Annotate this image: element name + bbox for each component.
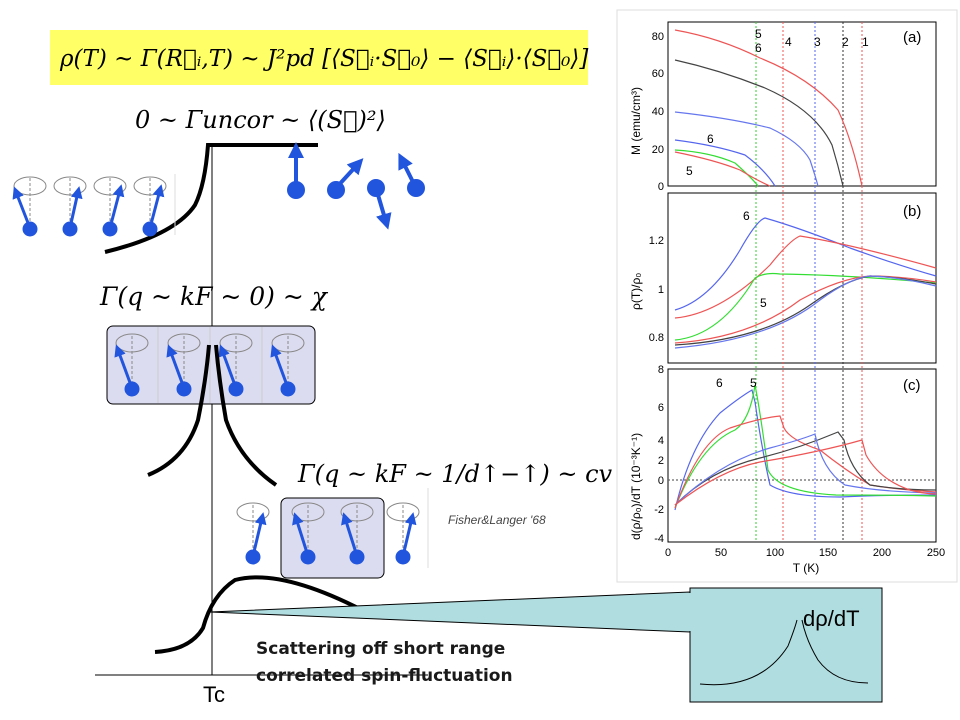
svg-text:5: 5 [755,27,762,41]
svg-text:1: 1 [658,284,664,296]
svg-text:2: 2 [842,35,849,49]
svg-text:5: 5 [686,164,693,178]
panel-a-curves [674,29,863,187]
uncorrelated-formula: 0 ~ Γuncor ~ ⟨(S⃗)²⟩ [135,106,386,134]
panel-c-curve-labels: 6 5 [716,376,757,390]
main-formula-box [50,30,588,85]
random-spins [287,142,425,230]
scattering-peak-curve [154,575,363,654]
panel-c-curves [668,384,937,511]
panel-b-frame [667,192,937,364]
scattering-caption: Scattering off short range correlated sp… [256,636,513,690]
svg-text:6: 6 [743,209,750,223]
transition-labels: 5 6 4 3 2 1 [755,27,869,55]
svg-text:50: 50 [715,547,727,559]
svg-text:40: 40 [652,106,664,118]
x-axis-label: T (K) [793,561,819,575]
svg-text:-4: -4 [654,533,664,545]
panel-b-curves [674,217,937,349]
short-range-correlation-panel [280,497,385,579]
svg-text:3: 3 [814,35,821,49]
svg-text:100: 100 [766,547,784,559]
panel-b-ylabel: ρ(T)/ρ₀ [629,273,643,310]
svg-text:250: 250 [927,547,945,559]
panel-a-tag: (a) [903,29,921,46]
citation-note: Fisher&Langer '68 [448,513,546,527]
tc-label: Tc [203,682,225,707]
panel-c-ylabel: d(ρ/ρ₀)/dT (10⁻³K⁻¹) [629,433,643,540]
panel-b-curve-labels: 6 5 [743,209,767,310]
precessing-spin-row-middle [115,333,305,388]
q-zero-formula: Γ(q ~ kF ~ 0) ~ χ [99,282,329,311]
svg-text:1: 1 [862,35,869,49]
uncorrelated-curve [104,143,318,254]
inset-derivative-curve [699,619,869,686]
svg-text:5: 5 [750,376,757,390]
svg-text:6: 6 [658,402,664,414]
q-inverse-d-formula: Γ(q ~ kF ~ 1/d↑−↑) ~ cv [297,460,613,488]
svg-text:4: 4 [658,435,664,447]
svg-text:6: 6 [755,41,762,55]
svg-text:-2: -2 [654,504,664,516]
svg-text:2: 2 [658,455,664,467]
svg-text:0: 0 [658,475,664,487]
svg-text:150: 150 [819,547,837,559]
svg-text:5: 5 [760,296,767,310]
aligned-spin-arrows-middle [114,344,296,397]
svg-text:4: 4 [785,35,792,49]
susceptibility-cusp-curve [147,344,278,487]
panel-c-tag: (c) [903,377,921,394]
precessing-spin-row-top [13,176,167,228]
svg-text:6: 6 [707,132,714,146]
transition-lines [755,22,863,542]
panel-a-curve-labels: 6 5 [686,132,714,178]
panel-c-yticks: 8 6 4 2 0 -2 -4 [654,364,664,545]
panel-a-ylabel: M (emu/cm³) [629,87,643,155]
svg-text:1.2: 1.2 [649,235,664,247]
x-ticks: 0 50 100 150 200 250 [665,547,945,559]
svg-text:8: 8 [658,364,664,376]
ferromagnetic-correlation-panel [106,325,316,405]
caption-line-2: correlated spin-fluctuation [256,666,513,686]
panel-a-yticks: 80 60 40 20 0 [652,31,664,193]
precessing-spin-row-bottom [236,502,420,556]
spin-arrows-bottom [245,512,417,565]
panel-b-yticks: 1.2 1 0.8 [649,235,664,344]
svg-text:200: 200 [873,547,891,559]
main-formula: ρ(T) ~ Γ(R⃗ᵢ,T) ~ J²pd [⟨S⃗ᵢ·S⃗₀⟩ − ⟨S⃗ᵢ… [59,46,588,72]
inset-label: dρ/dT [803,606,860,631]
svg-text:80: 80 [652,31,664,43]
panel-c-frame [667,368,937,543]
svg-text:20: 20 [652,144,664,156]
caption-line-1: Scattering off short range [256,639,506,659]
svg-text:0: 0 [665,547,671,559]
svg-text:6: 6 [716,376,723,390]
inset-callout-pointer [209,591,691,633]
panel-b-tag: (b) [903,203,921,220]
svg-text:60: 60 [652,68,664,80]
panel-a-frame [667,21,937,187]
svg-text:0: 0 [658,181,664,193]
spin-arrows-top-left [12,184,165,237]
svg-text:0.8: 0.8 [649,332,664,344]
derivative-inset [689,587,883,703]
